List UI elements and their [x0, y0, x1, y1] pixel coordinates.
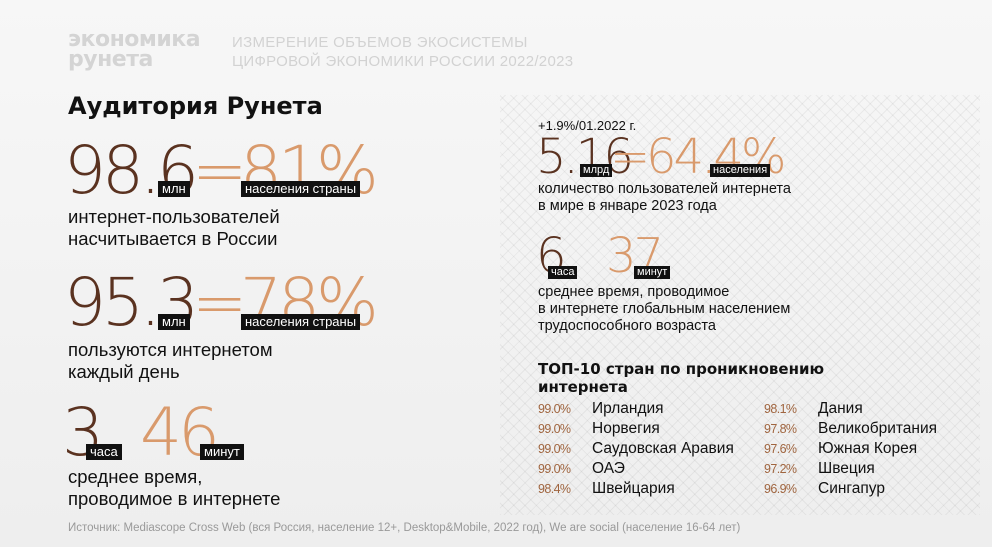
country-percent: 98.4%: [538, 482, 571, 496]
country-row: 97.2% Швеция: [764, 460, 875, 480]
source-footnote: Источник: Mediascope Cross Web (вся Росс…: [68, 522, 741, 534]
header-title: ИЗМЕРЕНИЕ ОБЪЕМОВ ЭКОСИСТЕМЫ ЦИФРОВОЙ ЭК…: [232, 33, 573, 71]
left-stat1-description: интернет-пользователей насчитывается в Р…: [68, 206, 280, 250]
country-percent: 97.8%: [764, 422, 797, 436]
left-stat3-desc-line1: среднее время,: [68, 466, 203, 487]
logo-line2: рунета: [68, 47, 153, 72]
left-stat3-description: среднее время, проводимое в интернете: [68, 466, 280, 510]
country-row: 99.0% Ирландия: [538, 400, 664, 420]
country-row: 98.1% Дания: [764, 400, 863, 420]
logo: экономика рунета: [68, 27, 201, 72]
country-row: 99.0% Норвегия: [538, 420, 660, 440]
right-stat1-desc-line2: в мире в январе 2023 года: [538, 198, 717, 214]
left-stat1-desc-line2: насчитывается в России: [68, 228, 278, 249]
country-name: Швейцария: [592, 480, 675, 497]
country-percent: 99.0%: [538, 422, 571, 436]
left-stat3-minutes-tag: минут: [200, 444, 244, 460]
right-stat2-desc-line2: в интернете глобальным населением: [538, 301, 791, 317]
right-stat2-desc-line3: трудоспособного возраста: [538, 318, 716, 334]
country-name: Швеция: [818, 460, 875, 477]
left-stat1-desc-line1: интернет-пользователей: [68, 206, 280, 227]
right-growth-note: +1.9%/01.2022 г.: [538, 118, 637, 133]
country-percent: 99.0%: [538, 402, 571, 416]
country-percent: 96.9%: [764, 482, 797, 496]
country-name: Южная Корея: [818, 440, 918, 457]
header-title-line1: ИЗМЕРЕНИЕ ОБЪЕМОВ ЭКОСИСТЕМЫ: [232, 34, 528, 51]
country-percent: 98.1%: [764, 402, 797, 416]
top10-title-line2: интернета: [538, 378, 628, 396]
left-stat1-equals: =: [192, 132, 247, 209]
left-stat1-percent-tag: населения страны: [241, 181, 361, 197]
right-stat1-desc-line1: количество пользователей интернета: [538, 181, 791, 197]
country-name: Великобритания: [818, 420, 938, 437]
country-percent: 97.2%: [764, 462, 797, 476]
country-percent: 97.6%: [764, 442, 797, 456]
right-stat2-hours-tag: часа: [548, 266, 578, 279]
header-title-line2: ЦИФРОВОЙ ЭКОНОМИКИ РОССИИ 2022/2023: [232, 53, 574, 70]
top10-title: ТОП-10 стран по проникновению интернета: [538, 360, 824, 396]
left-stat2-equals: =: [192, 264, 247, 341]
country-row: 98.4% Швейцария: [538, 480, 675, 500]
left-stat3-desc-line2: проводимое в интернете: [68, 488, 281, 509]
country-percent: 99.0%: [538, 442, 571, 456]
country-row: 99.0% ОАЭ: [538, 460, 625, 480]
right-stat1-equals: =: [610, 129, 650, 185]
left-stat2-desc-line1: пользуются интернетом: [68, 339, 273, 360]
country-row: 99.0% Саудовская Аравия: [538, 440, 734, 460]
country-name: Ирландия: [592, 400, 664, 417]
country-name: Саудовская Аравия: [592, 440, 734, 457]
right-stat2-desc-line1: среднее время, проводимое: [538, 284, 730, 300]
logo-line1: экономика: [68, 27, 201, 52]
left-stat2-percent-tag: населения страны: [241, 314, 361, 330]
country-name: Дания: [818, 400, 863, 417]
country-row: 97.6% Южная Корея: [764, 440, 917, 460]
country-row: 97.8% Великобритания: [764, 420, 937, 440]
top10-title-line1: ТОП-10 стран по проникновению: [538, 360, 825, 378]
left-stat2-desc-line2: каждый день: [68, 361, 180, 382]
left-stat2-unit-tag: млн: [158, 314, 190, 330]
right-stat1-description: количество пользователей интернета в мир…: [538, 181, 791, 215]
country-name: Сингапур: [818, 480, 885, 497]
country-name: Норвегия: [592, 420, 660, 437]
section-title: Аудитория Рунета: [68, 92, 323, 120]
country-row: 96.9% Сингапур: [764, 480, 885, 500]
left-stat1-unit-tag: млн: [158, 181, 190, 197]
left-stat2-description: пользуются интернетом каждый день: [68, 339, 273, 383]
right-stat1-percent-tag: населения: [710, 164, 771, 177]
right-stat2-minutes-tag: минут: [634, 266, 671, 279]
right-stat1-unit-tag: млрд: [580, 164, 613, 177]
right-stat2-description: среднее время, проводимое в интернете гл…: [538, 284, 790, 335]
left-stat3-hours-tag: часа: [86, 444, 122, 460]
country-percent: 99.0%: [538, 462, 571, 476]
country-name: ОАЭ: [592, 460, 625, 477]
